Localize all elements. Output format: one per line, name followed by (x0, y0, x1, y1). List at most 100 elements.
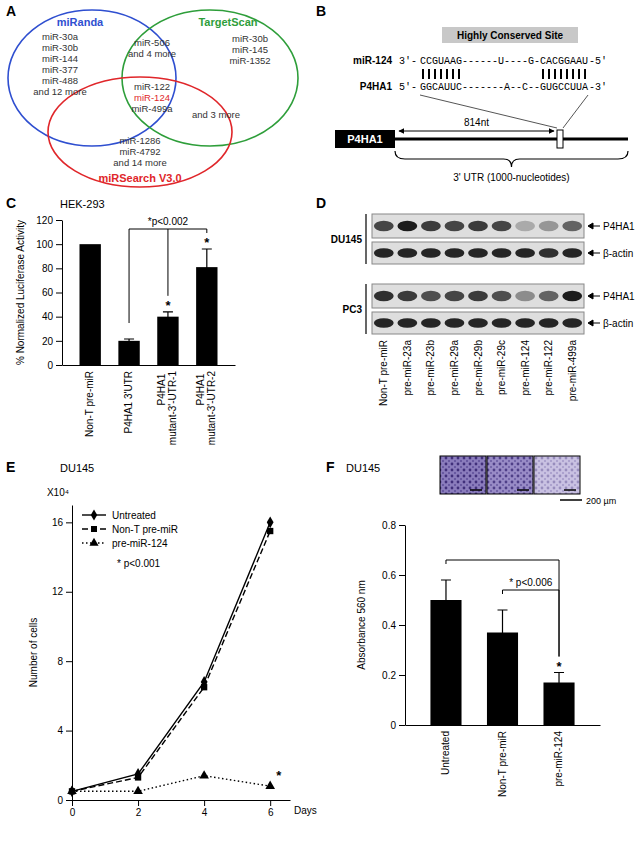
base-pair (578, 69, 580, 79)
tick: 8 (57, 656, 72, 667)
point (201, 684, 207, 690)
error-bar (163, 312, 173, 322)
band (445, 291, 465, 302)
base-pair (428, 69, 430, 79)
annotation: X10⁴ (47, 487, 69, 498)
gene-box (335, 130, 395, 148)
region-label: miR-4792 (119, 146, 160, 157)
region-label: miR-488 (42, 75, 78, 86)
category-label: Non-T pre-miR (84, 371, 95, 437)
category-tick: Non-T pre-miR (497, 731, 508, 797)
sequence-end: 3'- (399, 56, 417, 67)
tick: 4 (202, 800, 208, 818)
sequence-name: miR-124 (353, 55, 392, 66)
gene-name: P4HA1 (347, 133, 382, 145)
significance-mark: * (165, 298, 171, 313)
axis-line (63, 365, 236, 366)
panel-letter: E (6, 459, 15, 475)
legend-label: Untreated (112, 510, 156, 521)
category-label: pre-miR-124 (553, 731, 564, 787)
tick-label: 120 (36, 215, 53, 226)
distance-label: 814nt (464, 117, 489, 128)
tick: 40 (42, 311, 62, 322)
band (397, 248, 417, 258)
bar-chart: HEK-293020406080100120Non-T pre-miRP4HA1… (15, 198, 236, 445)
lane-label: Non-T pre-miR (378, 340, 389, 406)
band (492, 221, 512, 232)
tick-label: 40 (42, 311, 54, 322)
site-connector (420, 95, 588, 128)
point (267, 516, 274, 528)
category-tick: pre-miR-124 (553, 731, 564, 787)
sequence-name: P4HA1 (360, 81, 393, 92)
tick-label: 4 (57, 725, 63, 736)
band (374, 291, 394, 302)
inset-scale (564, 489, 576, 491)
y-axis: 0481216 (52, 506, 73, 806)
band (492, 291, 512, 302)
significance-mark: * (276, 768, 282, 783)
sequence-end: -3' (589, 82, 607, 93)
band (492, 248, 512, 258)
tick-mark (399, 575, 405, 576)
cell-line-label: DU145 (331, 234, 363, 245)
region-label: and 12 more (33, 86, 86, 97)
lane-label: pre-miR-124 (520, 340, 531, 396)
tick-mark (56, 341, 62, 342)
panel-letter: A (6, 3, 16, 19)
category-label: Untreated (440, 731, 451, 775)
lane-label: pre-miR-122 (543, 340, 554, 396)
sequence: CCGUAAG------U----G-CACGGAAU (420, 56, 588, 67)
tick-label: 80 (42, 263, 54, 274)
band (492, 318, 512, 328)
band (562, 318, 582, 328)
tick: 0.8 (382, 520, 405, 531)
error-bar (124, 339, 134, 343)
point (67, 786, 77, 794)
band (468, 221, 488, 232)
base-pair (452, 69, 454, 79)
band (515, 221, 535, 232)
band (515, 291, 535, 302)
western-blot: P4HA1β-actinDU145P4HA1β-actinPC3Non-T pr… (331, 214, 635, 406)
band (562, 291, 582, 302)
inset-frame (534, 456, 580, 494)
tick: 0 (57, 795, 72, 806)
band (539, 291, 559, 302)
chart-title: DU145 (60, 462, 94, 474)
band (539, 318, 559, 328)
tick: 0 (70, 800, 76, 818)
band (445, 318, 465, 328)
plot-area (67, 516, 275, 797)
band (397, 221, 417, 232)
tick: 60 (42, 287, 62, 298)
axis-title: Days (294, 805, 317, 816)
label-arrow (588, 250, 600, 256)
legend-marker (91, 526, 97, 532)
protein-label: β-actin (603, 248, 633, 259)
base-pair (458, 69, 460, 79)
legend: UntreatedNon-T pre-miRpre-miR-124 (82, 509, 178, 548)
region-label: miR-30a (42, 31, 79, 42)
band (539, 248, 559, 258)
tick: 0 (390, 720, 405, 731)
cell-line-bracket (365, 214, 366, 264)
error-bar (202, 249, 212, 285)
band (562, 248, 582, 258)
tick-label: 0.4 (382, 620, 396, 631)
inset-frame (487, 456, 533, 494)
band (539, 221, 559, 232)
category-label: Non-T pre-miR (497, 731, 508, 797)
tick-label: 0.2 (382, 670, 396, 681)
point (135, 768, 142, 780)
significance-bracket (503, 590, 560, 657)
x-axis: Untreated Non-T pre-miR pre-miR-124 (406, 726, 601, 797)
category-label: P4HA1 3'UTR (123, 371, 134, 434)
band (468, 318, 488, 328)
inset-image (534, 456, 580, 494)
inset-scale (517, 489, 529, 491)
band (468, 291, 488, 302)
tick-mark (66, 592, 72, 593)
blot-strip (372, 242, 584, 264)
series-line (72, 776, 270, 792)
